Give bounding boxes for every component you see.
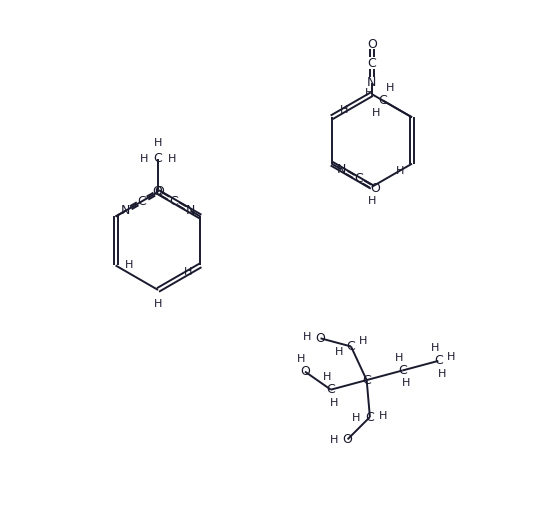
- Text: H: H: [323, 372, 332, 382]
- Text: H: H: [298, 354, 306, 364]
- Text: C: C: [138, 195, 147, 208]
- Text: C: C: [347, 340, 356, 353]
- Text: O: O: [152, 185, 162, 198]
- Text: N: N: [121, 204, 130, 218]
- Text: C: C: [154, 152, 163, 165]
- Text: O: O: [316, 332, 326, 345]
- Text: H: H: [437, 369, 446, 379]
- Text: C: C: [379, 94, 387, 107]
- Text: H: H: [330, 436, 338, 445]
- Text: N: N: [337, 163, 346, 176]
- Text: N: N: [367, 76, 377, 89]
- Text: C: C: [170, 195, 178, 208]
- Text: H: H: [330, 398, 338, 408]
- Text: C: C: [326, 383, 335, 396]
- Text: H: H: [396, 166, 404, 176]
- Text: H: H: [139, 153, 148, 164]
- Text: O: O: [370, 182, 380, 195]
- Text: H: H: [184, 267, 192, 278]
- Text: C: C: [354, 172, 363, 185]
- Text: H: H: [340, 105, 348, 116]
- Text: H: H: [402, 379, 410, 388]
- Text: C: C: [434, 354, 443, 367]
- Text: H: H: [431, 343, 439, 353]
- Text: N: N: [186, 204, 195, 218]
- Text: H: H: [386, 83, 394, 93]
- Text: H: H: [352, 413, 361, 423]
- Text: H: H: [126, 261, 134, 270]
- Text: C: C: [398, 364, 407, 377]
- Text: H: H: [154, 299, 162, 309]
- Text: H: H: [154, 138, 162, 148]
- Text: H: H: [368, 196, 376, 206]
- Text: H: H: [395, 353, 403, 363]
- Text: C: C: [362, 373, 371, 386]
- Text: H: H: [303, 332, 311, 342]
- Text: H: H: [168, 153, 176, 164]
- Text: O: O: [300, 365, 310, 378]
- Text: H: H: [365, 88, 373, 97]
- Text: H: H: [372, 108, 380, 118]
- Text: C: C: [367, 57, 376, 70]
- Text: O: O: [343, 433, 353, 446]
- Text: O: O: [367, 38, 377, 51]
- Text: H: H: [379, 411, 388, 421]
- Text: H: H: [335, 347, 343, 357]
- Text: H: H: [447, 352, 456, 363]
- Text: H: H: [359, 336, 367, 346]
- Text: C: C: [366, 411, 374, 424]
- Text: O: O: [154, 185, 164, 198]
